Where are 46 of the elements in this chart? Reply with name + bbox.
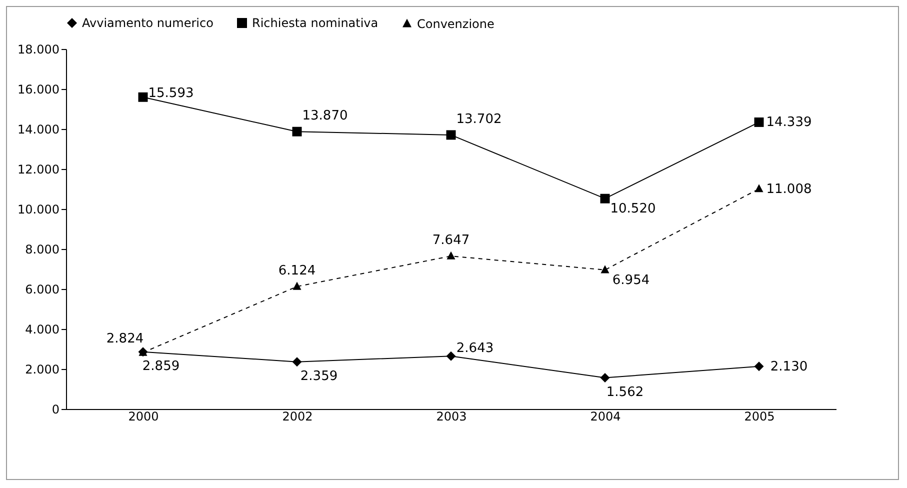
point [446,251,456,260]
point [446,351,456,361]
data-label: 10.520 [610,202,656,217]
data-label: 13.702 [456,112,502,127]
data-label: 14.339 [766,115,812,130]
y-tick-label: 12.000 [18,162,60,176]
data-label: 2.359 [300,368,338,384]
data-label: 1.562 [606,384,644,400]
y-tick-label: 4.000 [25,322,60,336]
data-label: 15.593 [148,86,194,102]
legend-label: Avviamento numerico [82,16,214,30]
y-tick-label: 6.000 [25,282,60,296]
data-label: 2.130 [770,359,808,374]
data-label: 6.954 [612,272,650,288]
point [292,126,302,136]
x-tick-label: 2000 [128,410,159,424]
x-tick-label: 2005 [744,410,775,424]
point [754,362,764,372]
point [600,265,610,274]
y-tick-label: 2.000 [25,362,60,376]
point [600,194,610,204]
point [754,117,764,127]
point [138,92,148,102]
data-label: 2.859 [142,358,180,374]
point [292,357,302,367]
x-tick-label: 2003 [436,410,467,424]
x-tick-label: 2002 [282,410,313,424]
y-tick-label: 10.000 [18,202,60,216]
y-tick-label: 16.000 [18,82,60,96]
data-label: 13.870 [302,108,348,124]
point [754,184,764,192]
y-tick-label: 8.000 [25,242,60,256]
point [292,282,302,290]
legend-label: Convenzione [417,16,494,31]
legend-label: Richiesta nominativa [252,16,378,30]
x-tick-label: 2004 [590,410,621,424]
y-tick-label: 18.000 [18,42,60,56]
y-tick-label: 0 [52,402,60,416]
y-tick-label: 14.000 [18,122,60,136]
data-label: 6.124 [278,264,316,279]
point [600,373,610,383]
data-label: 7.647 [432,233,470,248]
data-label: 2.643 [456,341,494,356]
data-label: 11.008 [766,182,812,197]
point [446,130,456,140]
data-label: 2.824 [106,332,144,347]
